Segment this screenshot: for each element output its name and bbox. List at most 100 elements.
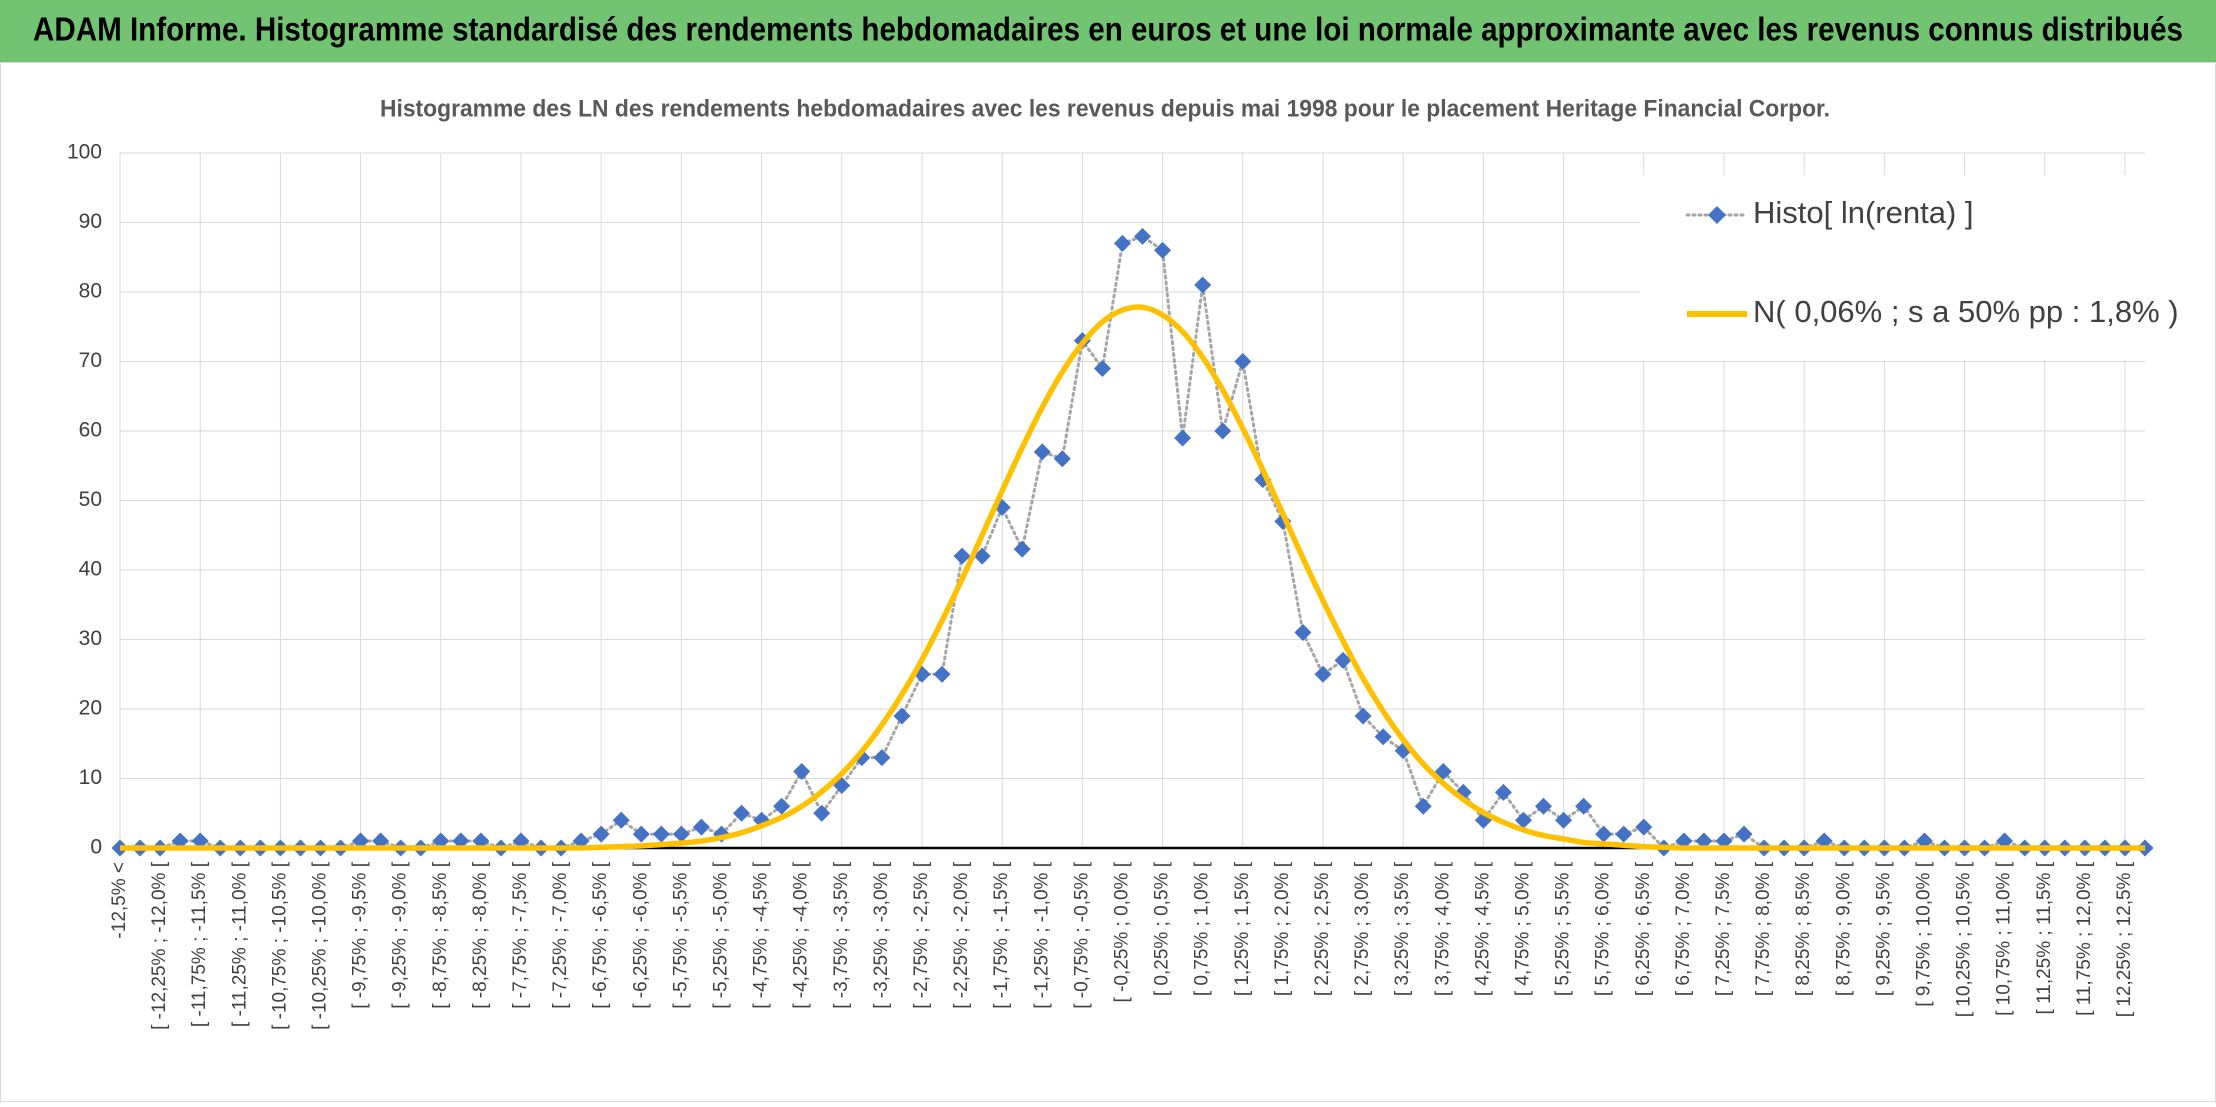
x-tick-label: [ 0,75% ; 1,0% [ xyxy=(1192,861,1213,996)
data-point xyxy=(692,818,710,836)
x-tick-label: [ -1,25% ; -1,0% [ xyxy=(1031,861,1052,1009)
x-tick-label: [ -3,25% ; -3,0% [ xyxy=(871,861,892,1009)
x-tick-label: [ -0,25% ; 0,0% [ xyxy=(1111,861,1132,1002)
legend-label: N( 0,06% ; s a 50% pp : 1,8% ) xyxy=(1753,294,2179,329)
x-tick-label: [ 3,75% ; 4,0% [ xyxy=(1432,861,1453,996)
y-tick-label: 20 xyxy=(79,697,102,720)
data-point xyxy=(1615,825,1633,843)
data-point xyxy=(1514,811,1532,829)
x-tick-label: [ -4,25% ; -4,0% [ xyxy=(791,861,812,1009)
data-point xyxy=(672,825,690,843)
data-point xyxy=(1434,763,1452,781)
data-point xyxy=(1033,443,1051,461)
x-tick-label: [ -1,75% ; -1,5% [ xyxy=(991,861,1012,1009)
legend-marker xyxy=(1708,206,1726,224)
y-tick-label: 80 xyxy=(79,280,102,303)
chart-subtitle: Histogramme des LN des rendements hebdom… xyxy=(380,95,1830,122)
data-point xyxy=(773,797,791,815)
x-tick-label: [ -8,25% ; -8,0% [ xyxy=(470,861,491,1009)
x-tick-label: [ -9,75% ; -9,5% [ xyxy=(350,861,371,1009)
x-tick-label: [ -4,75% ; -4,5% [ xyxy=(751,861,772,1009)
x-tick-label: [ 2,25% ; 2,5% [ xyxy=(1312,861,1333,996)
x-tick-label: [ -6,75% ; -6,5% [ xyxy=(590,861,611,1009)
data-point xyxy=(1174,429,1192,447)
legend-box xyxy=(1640,175,2145,360)
data-point xyxy=(1013,540,1031,558)
data-point xyxy=(632,825,650,843)
data-point xyxy=(1113,234,1131,252)
x-tick-label: [ -5,25% ; -5,0% [ xyxy=(711,861,732,1009)
data-point xyxy=(1314,665,1332,683)
data-point xyxy=(1154,241,1172,259)
x-tick-label: [ 11,25% ; 11,5% [ xyxy=(2034,861,2055,1014)
data-point xyxy=(1595,825,1613,843)
data-point xyxy=(1374,728,1392,746)
x-tick-label: [ 0,25% ; 0,5% [ xyxy=(1152,861,1173,996)
data-point xyxy=(873,749,891,767)
data-point xyxy=(1093,359,1111,377)
data-point xyxy=(1234,353,1252,370)
chart-title: ADAM Informe. Histogramme standardisé de… xyxy=(33,11,2183,48)
data-point xyxy=(1194,276,1212,294)
x-tick-label: [ 6,75% ; 7,0% [ xyxy=(1673,861,1694,996)
x-tick-label: [ 7,25% ; 7,5% [ xyxy=(1713,861,1734,996)
x-tick-label: [ -11,75% ; -11,5% [ xyxy=(189,861,210,1027)
x-tick-label: [ 6,25% ; 6,5% [ xyxy=(1633,861,1654,996)
x-tick-label: [ -7,25% ; -7,0% [ xyxy=(550,861,571,1009)
data-point xyxy=(1535,797,1553,815)
data-point xyxy=(933,665,951,683)
series-line xyxy=(120,304,2145,851)
y-tick-label: 0 xyxy=(90,836,102,859)
x-tick-label: [ -8,75% ; -8,5% [ xyxy=(430,861,451,1009)
data-point xyxy=(793,763,811,781)
legend-item: N( 0,06% ; s a 50% pp : 1,8% ) xyxy=(1687,294,2179,329)
x-tick-label: -12,5% < xyxy=(109,862,130,939)
x-tick-label: [ -10,25% ; -10,0% [ xyxy=(310,861,331,1030)
data-point xyxy=(1214,422,1232,440)
header-bar xyxy=(0,0,2216,62)
y-tick-label: 50 xyxy=(79,488,102,511)
x-tick-label: [ -2,75% ; -2,5% [ xyxy=(911,861,932,1009)
x-tick-label: [ -9,25% ; -9,0% [ xyxy=(390,861,411,1009)
data-point xyxy=(1354,707,1372,725)
data-point xyxy=(652,825,670,843)
x-tick-label: [ 10,75% ; 11,0% [ xyxy=(1994,861,2015,1016)
x-tick-label: [ 8,75% ; 9,0% [ xyxy=(1833,861,1854,996)
x-tick-label: [ -2,25% ; -2,0% [ xyxy=(951,861,972,1009)
x-tick-label: [ -3,75% ; -3,5% [ xyxy=(831,861,852,1009)
data-point xyxy=(612,811,630,829)
x-tick-label: [ 1,75% ; 2,0% [ xyxy=(1272,861,1293,996)
data-point xyxy=(1334,651,1352,669)
data-point xyxy=(813,804,831,822)
data-point xyxy=(973,547,991,565)
legend-label: Histo[ ln(renta) ] xyxy=(1753,195,1974,230)
x-tick-label: [ 4,25% ; 4,5% [ xyxy=(1472,861,1493,996)
data-point xyxy=(1414,797,1432,815)
x-tick-label: [ -6,25% ; -6,0% [ xyxy=(630,861,651,1009)
x-tick-label: [ 9,25% ; 9,5% [ xyxy=(1873,861,1894,996)
x-tick-label: [ -10,75% ; -10,5% [ xyxy=(269,861,290,1030)
x-tick-label: [ 5,25% ; 5,5% [ xyxy=(1553,861,1574,996)
data-point xyxy=(1494,783,1512,801)
data-point xyxy=(953,547,971,565)
x-tick-label: [ 10,25% ; 10,5% [ xyxy=(1954,861,1975,1017)
y-tick-label: 90 xyxy=(79,210,102,233)
x-tick-label: [ 8,25% ; 8,5% [ xyxy=(1793,861,1814,996)
x-tick-label: [ -12,25% ; -12,0% [ xyxy=(149,861,170,1030)
x-tick-label: [ 3,25% ; 3,5% [ xyxy=(1392,861,1413,996)
x-tick-label: [ -5,75% ; -5,5% [ xyxy=(670,861,691,1009)
y-tick-label: 40 xyxy=(79,558,102,581)
x-tick-label: [ 11,75% ; 12,0% [ xyxy=(2074,861,2095,1016)
x-tick-label: [ 2,75% ; 3,0% [ xyxy=(1352,861,1373,996)
data-point xyxy=(1053,450,1071,468)
y-tick-label: 100 xyxy=(67,141,102,164)
x-tick-label: [ 7,75% ; 8,0% [ xyxy=(1753,861,1774,996)
data-point xyxy=(1134,227,1152,245)
x-tick-label: [ -11,25% ; -11,0% [ xyxy=(229,861,250,1027)
x-tick-label: [ 4,75% ; 5,0% [ xyxy=(1512,861,1533,996)
y-tick-label: 10 xyxy=(79,766,102,789)
data-point xyxy=(1294,624,1312,642)
y-tick-label: 70 xyxy=(79,349,102,372)
data-point xyxy=(893,707,911,725)
